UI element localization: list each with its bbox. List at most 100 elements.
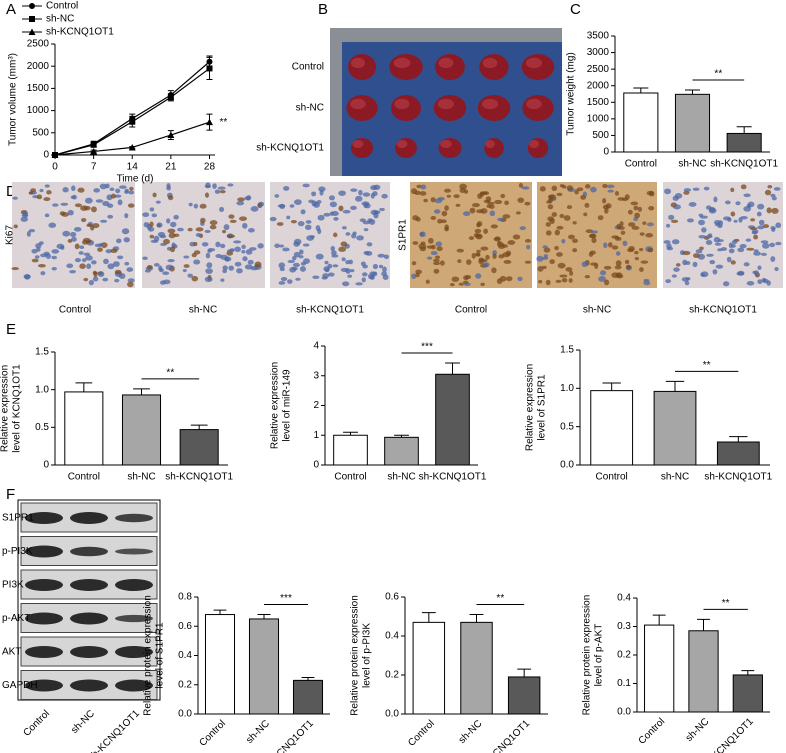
bar [460, 621, 493, 715]
cell [743, 206, 752, 212]
error-bar [190, 424, 208, 430]
cell [539, 186, 546, 192]
point [167, 131, 175, 139]
cell [771, 207, 779, 214]
cell [430, 250, 438, 256]
cell [606, 184, 615, 189]
cell [236, 201, 245, 206]
blot-label: p-AKT [2, 613, 30, 624]
cell [485, 196, 492, 202]
cell [209, 224, 217, 230]
cell [258, 201, 265, 207]
cell [159, 268, 164, 273]
cell [430, 197, 436, 203]
cell [345, 268, 351, 274]
cell [71, 236, 77, 242]
cell [102, 277, 109, 282]
cell [237, 197, 245, 202]
cell [628, 222, 636, 227]
cell [543, 247, 551, 253]
cell [85, 255, 93, 261]
x-tick-label: sh-NC [684, 716, 712, 744]
bar [716, 441, 760, 466]
cell [666, 223, 671, 228]
cell [673, 267, 680, 272]
cell [745, 238, 752, 242]
cell [94, 243, 102, 248]
cell [478, 259, 484, 265]
cell [616, 223, 622, 230]
cell [88, 280, 94, 286]
panel-letter: E [6, 321, 16, 338]
blot-band [70, 646, 108, 658]
cell [770, 193, 776, 198]
cell [219, 206, 225, 213]
cell [545, 222, 551, 227]
cell [497, 240, 502, 245]
bar [726, 132, 762, 153]
cell [709, 260, 716, 265]
cell [634, 212, 641, 219]
cell [78, 251, 84, 255]
cell [648, 205, 655, 211]
cell [688, 202, 697, 207]
cell [177, 227, 184, 232]
cell [105, 249, 112, 254]
cell [332, 264, 339, 268]
cell [706, 253, 714, 257]
point [206, 65, 213, 72]
cell [494, 199, 503, 205]
cell [435, 241, 443, 247]
cell [228, 265, 235, 271]
cell [51, 249, 60, 254]
cell [250, 205, 259, 212]
cell [361, 277, 366, 283]
cell [499, 275, 507, 282]
legend-marker [29, 3, 35, 9]
cell [311, 191, 317, 197]
ihc-marker: Ki67 [5, 225, 16, 245]
cell [153, 235, 160, 242]
cell [663, 240, 671, 244]
ihc-group: sh-NC [583, 305, 611, 316]
y-tick-label: 0.3 [617, 621, 631, 632]
blot-label: AKT [2, 647, 21, 658]
point [90, 141, 97, 148]
significance: ** [714, 69, 722, 80]
cell [187, 227, 193, 232]
cell [228, 214, 235, 219]
cell [476, 249, 481, 253]
cell [718, 239, 724, 243]
cell [193, 241, 198, 247]
cell [602, 183, 608, 189]
significance: ** [219, 117, 227, 128]
cell [110, 193, 116, 199]
cell [723, 281, 730, 287]
cell [730, 243, 736, 248]
cell [548, 197, 553, 204]
cell [608, 242, 613, 248]
ihc-group: sh-KCNQ1OT1 [689, 305, 757, 316]
cell [617, 197, 625, 201]
cell [247, 228, 255, 233]
y-tick-label: 0.4 [178, 650, 192, 661]
panel-letter: C [570, 1, 581, 18]
cell [365, 203, 371, 209]
cell [291, 256, 297, 261]
cell [167, 195, 174, 201]
cell [28, 229, 36, 233]
cell [115, 188, 121, 194]
cell [556, 192, 563, 197]
cell [30, 188, 37, 193]
x-tick-label: Control [637, 716, 668, 747]
cell [480, 282, 485, 287]
cell [415, 272, 420, 278]
cell [715, 264, 724, 269]
cell [505, 250, 512, 257]
bar [435, 373, 470, 466]
cell [441, 210, 448, 217]
cell [631, 225, 640, 230]
cell [671, 239, 680, 245]
blot-group: sh-NC [69, 708, 97, 736]
cell [764, 189, 772, 196]
